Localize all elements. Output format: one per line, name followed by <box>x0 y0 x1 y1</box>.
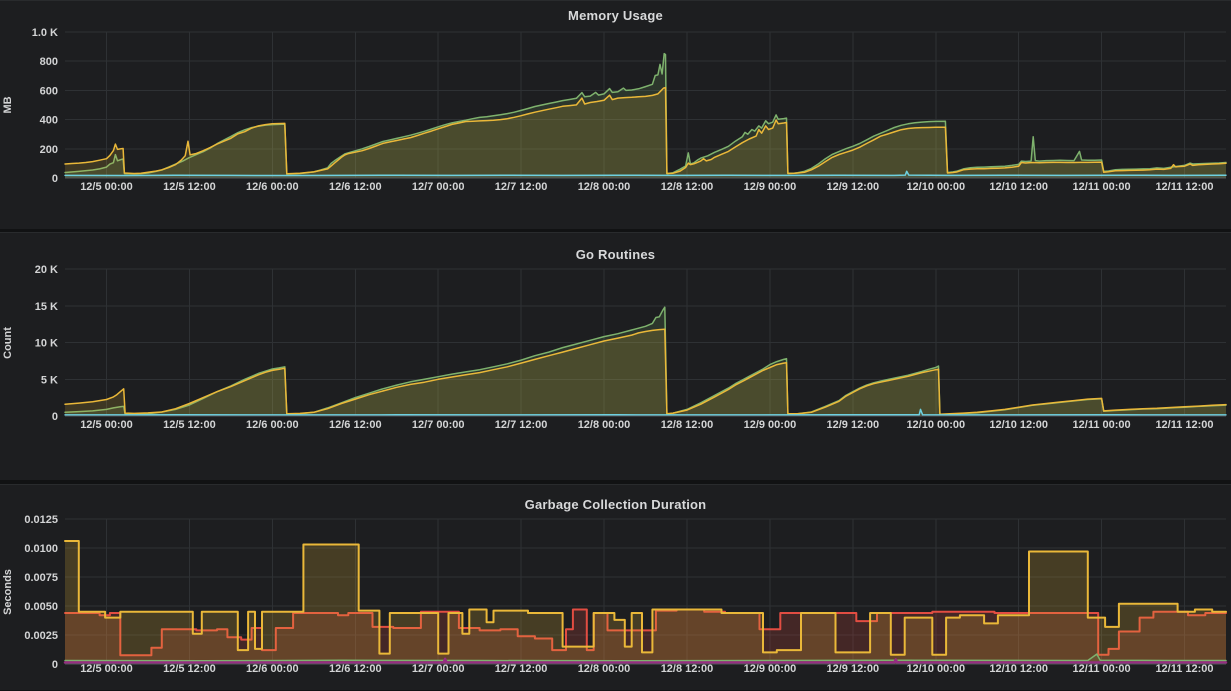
svg-text:12/8 12:00: 12/8 12:00 <box>661 663 714 675</box>
svg-text:12/6 00:00: 12/6 00:00 <box>246 181 299 193</box>
svg-text:Count: Count <box>2 327 14 359</box>
svg-text:12/6 12:00: 12/6 12:00 <box>329 419 382 431</box>
svg-text:12/11 00:00: 12/11 00:00 <box>1073 419 1131 431</box>
svg-text:12/10 12:00: 12/10 12:00 <box>989 663 1048 675</box>
svg-text:12/8 12:00: 12/8 12:00 <box>661 181 714 193</box>
svg-text:12/5 12:00: 12/5 12:00 <box>163 181 216 193</box>
svg-text:400: 400 <box>40 115 58 127</box>
svg-text:12/11 12:00: 12/11 12:00 <box>1155 419 1213 431</box>
svg-text:12/11 00:00: 12/11 00:00 <box>1073 181 1131 193</box>
svg-text:10 K: 10 K <box>35 338 58 350</box>
svg-text:0.0050: 0.0050 <box>24 601 58 613</box>
svg-text:0: 0 <box>52 659 58 671</box>
gc-duration-chart[interactable]: 0 0.0025 0.0050 0.0075 0.0100 0.0125 12/5 00:0… <box>0 485 1231 690</box>
svg-text:Seconds: Seconds <box>2 569 14 615</box>
svg-text:12/7 00:00: 12/7 00:00 <box>412 181 465 193</box>
svg-text:12/9 00:00: 12/9 00:00 <box>744 663 797 675</box>
svg-text:1.0 K: 1.0 K <box>32 27 58 39</box>
go-routines-title[interactable]: Go Routines <box>575 247 656 262</box>
svg-text:12/10 00:00: 12/10 00:00 <box>906 181 965 193</box>
svg-text:12/10 12:00: 12/10 12:00 <box>989 181 1048 193</box>
svg-text:12/11 12:00: 12/11 12:00 <box>1155 181 1213 193</box>
svg-text:800: 800 <box>40 56 58 68</box>
svg-text:20 K: 20 K <box>35 264 58 276</box>
svg-text:12/11 00:00: 12/11 00:00 <box>1073 663 1131 675</box>
svg-text:0: 0 <box>52 411 58 423</box>
svg-text:12/6 00:00: 12/6 00:00 <box>246 663 299 675</box>
svg-text:12/9 00:00: 12/9 00:00 <box>744 419 797 431</box>
svg-text:12/8 00:00: 12/8 00:00 <box>578 419 631 431</box>
svg-text:12/5 12:00: 12/5 12:00 <box>163 663 216 675</box>
svg-text:0: 0 <box>52 173 58 185</box>
svg-text:12/5 00:00: 12/5 00:00 <box>80 181 133 193</box>
svg-text:12/8 12:00: 12/8 12:00 <box>661 419 714 431</box>
svg-text:12/7 12:00: 12/7 12:00 <box>495 181 548 193</box>
svg-text:12/5 00:00: 12/5 00:00 <box>80 419 133 431</box>
svg-text:0.0075: 0.0075 <box>24 572 58 584</box>
svg-text:12/8 00:00: 12/8 00:00 <box>578 663 631 675</box>
svg-text:12/5 00:00: 12/5 00:00 <box>80 663 133 675</box>
svg-text:12/5 12:00: 12/5 12:00 <box>163 419 216 431</box>
svg-text:15 K: 15 K <box>35 301 58 313</box>
svg-text:12/7 00:00: 12/7 00:00 <box>412 419 465 431</box>
svg-text:12/7 12:00: 12/7 12:00 <box>495 663 548 675</box>
svg-text:200: 200 <box>40 144 58 156</box>
svg-text:12/10 12:00: 12/10 12:00 <box>989 419 1048 431</box>
panel-gc-duration: Garbage Collection Duration 0 0.0025 0.005… <box>0 484 1231 690</box>
svg-text:0.0025: 0.0025 <box>24 630 58 642</box>
gc-duration-title[interactable]: Garbage Collection Duration <box>524 497 707 512</box>
memory-usage-title[interactable]: Memory Usage <box>568 8 663 23</box>
svg-text:12/10 00:00: 12/10 00:00 <box>906 419 965 431</box>
svg-text:12/9 12:00: 12/9 12:00 <box>826 181 879 193</box>
svg-text:5 K: 5 K <box>41 374 58 386</box>
svg-text:12/8 00:00: 12/8 00:00 <box>578 181 631 193</box>
memory-usage-chart[interactable]: 0 200 400 600 800 1.0 K 12/5 00:00 12/5 12:00 12… <box>0 1 1231 229</box>
svg-text:12/6 00:00: 12/6 00:00 <box>246 419 299 431</box>
svg-text:0.0125: 0.0125 <box>24 514 58 526</box>
svg-text:12/9 12:00: 12/9 12:00 <box>826 663 879 675</box>
svg-text:12/6 12:00: 12/6 12:00 <box>329 181 382 193</box>
panel-go-routines: Go Routines 0 5 K 10 K 15 K 20 K 12/5 00:00 12… <box>0 232 1231 480</box>
panel-memory-usage: Memory Usage 0 200 400 600 800 1.0 K 12/5 00:0… <box>0 0 1231 229</box>
svg-text:12/9 12:00: 12/9 12:00 <box>826 419 879 431</box>
svg-text:600: 600 <box>40 85 58 97</box>
svg-text:MB: MB <box>2 96 14 113</box>
svg-text:0.0100: 0.0100 <box>24 543 58 555</box>
go-routines-chart[interactable]: 0 5 K 10 K 15 K 20 K 12/5 00:00 12/5 12:00 12/6… <box>0 233 1231 480</box>
svg-text:12/7 12:00: 12/7 12:00 <box>495 419 548 431</box>
svg-text:12/10 00:00: 12/10 00:00 <box>906 663 965 675</box>
svg-text:12/6 12:00: 12/6 12:00 <box>329 663 382 675</box>
svg-text:12/9 00:00: 12/9 00:00 <box>744 181 797 193</box>
svg-text:12/11 12:00: 12/11 12:00 <box>1155 663 1213 675</box>
svg-text:12/7 00:00: 12/7 00:00 <box>412 663 465 675</box>
